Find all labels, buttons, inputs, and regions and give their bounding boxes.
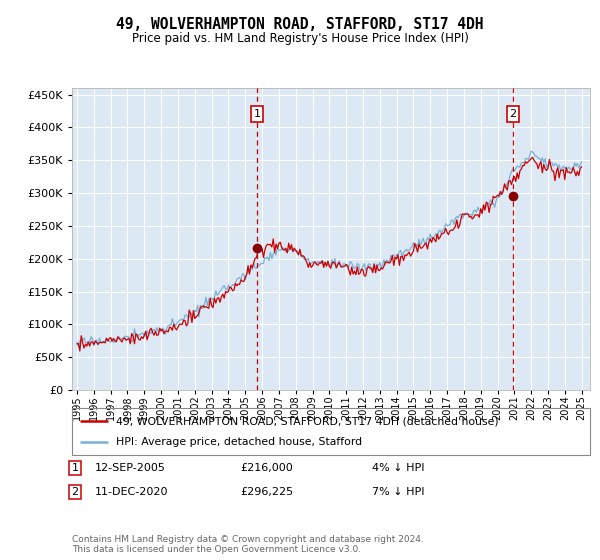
Text: 2: 2 [71, 487, 79, 497]
Text: 2: 2 [509, 109, 517, 119]
Text: £216,000: £216,000 [240, 463, 293, 473]
Text: 12-SEP-2005: 12-SEP-2005 [95, 463, 166, 473]
Text: £296,225: £296,225 [240, 487, 293, 497]
Text: 7% ↓ HPI: 7% ↓ HPI [372, 487, 425, 497]
Text: 4% ↓ HPI: 4% ↓ HPI [372, 463, 425, 473]
Text: 49, WOLVERHAMPTON ROAD, STAFFORD, ST17 4DH: 49, WOLVERHAMPTON ROAD, STAFFORD, ST17 4… [116, 17, 484, 32]
Text: 49, WOLVERHAMPTON ROAD, STAFFORD, ST17 4DH (detached house): 49, WOLVERHAMPTON ROAD, STAFFORD, ST17 4… [116, 416, 499, 426]
Text: Price paid vs. HM Land Registry's House Price Index (HPI): Price paid vs. HM Land Registry's House … [131, 32, 469, 45]
Text: Contains HM Land Registry data © Crown copyright and database right 2024.
This d: Contains HM Land Registry data © Crown c… [72, 535, 424, 554]
Text: 1: 1 [71, 463, 79, 473]
Text: HPI: Average price, detached house, Stafford: HPI: Average price, detached house, Staf… [116, 437, 362, 447]
Text: 1: 1 [254, 109, 260, 119]
Text: 11-DEC-2020: 11-DEC-2020 [95, 487, 168, 497]
